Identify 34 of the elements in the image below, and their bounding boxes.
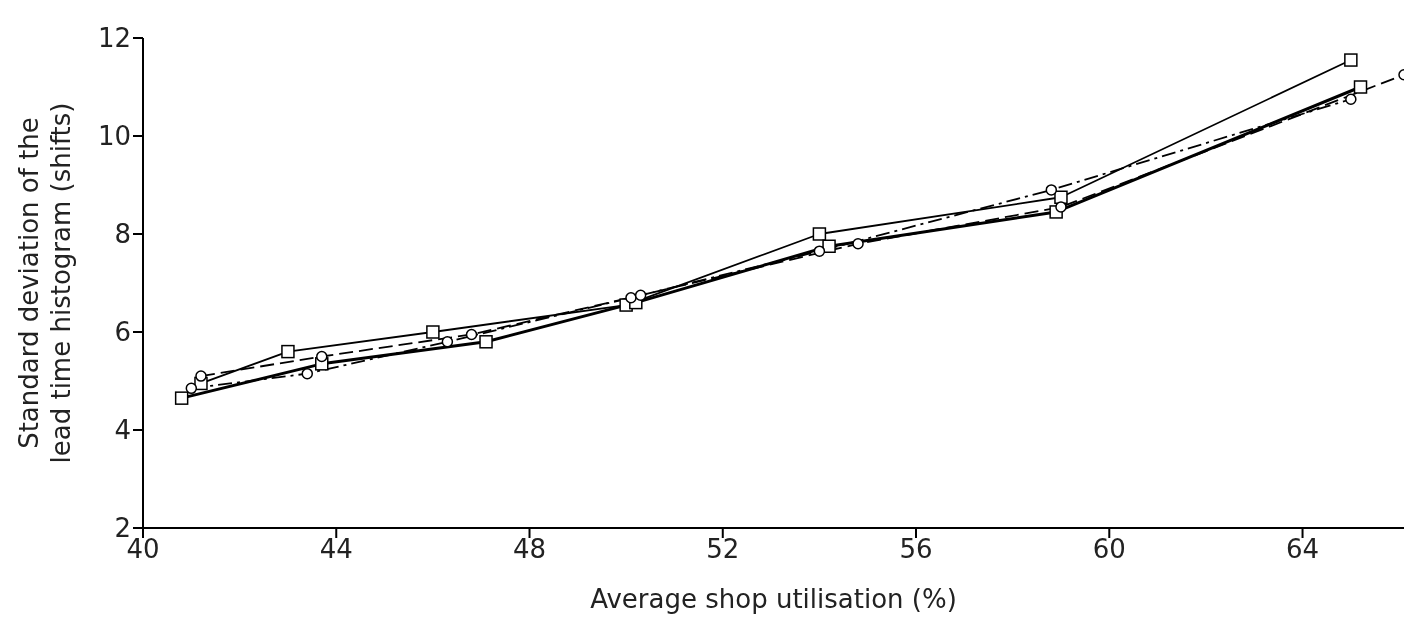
point xyxy=(813,245,826,257)
point xyxy=(625,291,637,304)
point xyxy=(281,344,295,359)
point xyxy=(185,382,198,395)
point xyxy=(1055,201,1067,213)
x-tick-label: 60 xyxy=(1092,534,1126,565)
y-tick-label: 6 xyxy=(114,317,131,348)
point xyxy=(852,238,864,250)
x-tick-label: 44 xyxy=(319,534,353,565)
y-tick-label: 2 xyxy=(114,513,131,544)
x-tick-label: 56 xyxy=(899,534,933,565)
point xyxy=(822,239,836,253)
y-tick-label: 8 xyxy=(114,219,131,250)
y-tick-label: 4 xyxy=(114,415,131,446)
point xyxy=(812,227,827,241)
x-tick-label: 52 xyxy=(706,534,740,565)
point xyxy=(1344,53,1358,67)
point xyxy=(195,370,207,382)
point xyxy=(465,328,478,341)
y-tick-label: 10 xyxy=(97,121,131,152)
point xyxy=(1353,80,1368,94)
x-tick-label: 64 xyxy=(1285,534,1320,565)
point xyxy=(174,391,189,405)
y-axis-title: Standard deviation of the lead time histogram (shifts) xyxy=(14,102,76,464)
y-tick-label: 12 xyxy=(97,23,131,54)
x-axis-title: Average shop utilisation (%) xyxy=(590,584,957,614)
point xyxy=(1045,184,1058,196)
point xyxy=(1345,93,1357,105)
point xyxy=(316,350,328,363)
point xyxy=(479,335,493,349)
point xyxy=(301,367,314,380)
point xyxy=(426,325,440,339)
point xyxy=(634,289,647,301)
x-tick-label: 48 xyxy=(512,534,547,565)
